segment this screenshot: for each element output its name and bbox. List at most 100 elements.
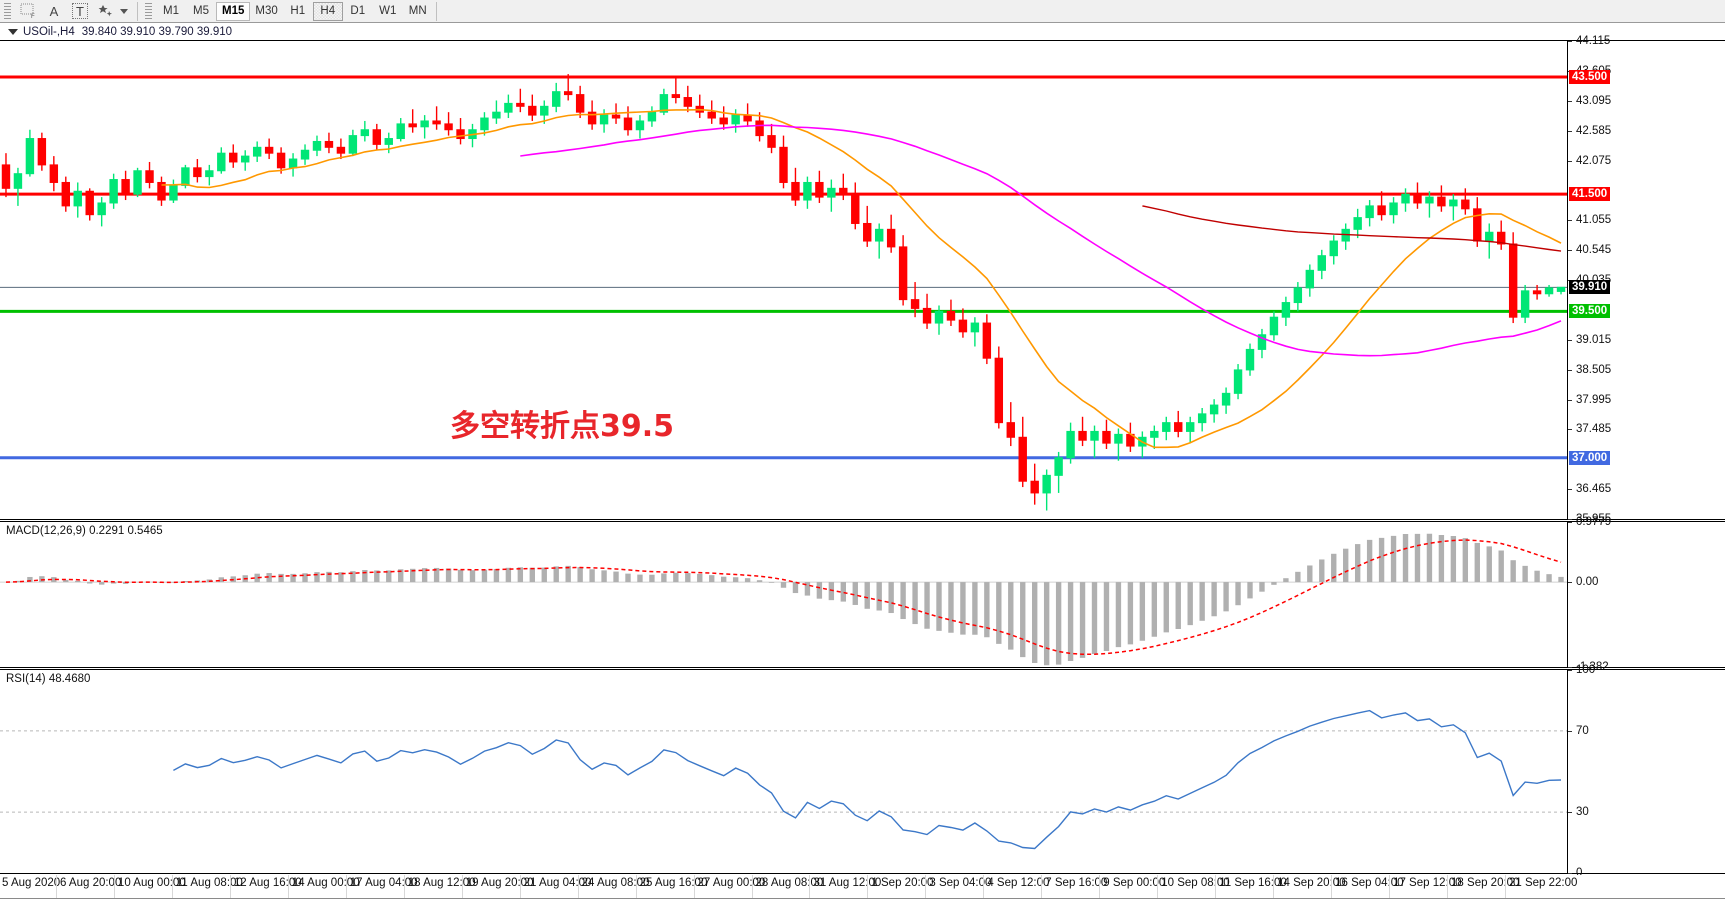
toolbar-grip[interactable] <box>4 2 11 20</box>
timeframe-grip[interactable] <box>145 2 152 20</box>
crosshair-icon[interactable]: F <box>15 1 41 22</box>
macd-plot-area[interactable] <box>0 522 1567 667</box>
time-gridline-marker <box>519 875 521 898</box>
time-tick: 21 Sep 22:00 <box>1509 877 1578 889</box>
time-tick: 21 Aug 04:00 <box>523 877 592 889</box>
price-tick: 44.115 <box>1568 35 1610 47</box>
rsi-plot-area[interactable] <box>0 670 1567 873</box>
text-label-icon[interactable]: A <box>49 3 59 19</box>
price-tick: 40.545 <box>1568 244 1611 256</box>
time-gridline-marker <box>461 875 463 898</box>
price-level-chip[interactable]: 39.910 <box>1569 280 1611 295</box>
time-tick: 10 Aug 00:00 <box>117 877 186 889</box>
time-tick: 31 Aug 12:00 <box>813 877 882 889</box>
price-tick: 43.095 <box>1568 95 1611 107</box>
macd-tick: 0.9779 <box>1568 516 1611 528</box>
rsi-axis[interactable]: 100 70 30 0 <box>1567 664 1725 879</box>
timeframe-mn[interactable]: MN <box>408 5 427 17</box>
time-gridline-marker <box>1331 875 1333 898</box>
time-gridline-marker <box>809 875 811 898</box>
rsi-series <box>0 709 1567 850</box>
price-level-chip[interactable]: 43.500 <box>1569 70 1611 85</box>
price-chart-pane[interactable]: 多空转折点39.5 44.11543.60543.09542.58542.075… <box>0 35 1725 525</box>
timeframe-d1[interactable]: D1 <box>350 5 366 17</box>
time-gridline-marker <box>1505 875 1506 898</box>
time-tick: 27 Aug 00:00 <box>697 877 766 889</box>
time-tick: 7 Sep 16:00 <box>1045 877 1108 889</box>
time-gridline-marker <box>1041 875 1043 898</box>
timeframe-m30[interactable]: M30 <box>255 5 278 17</box>
time-tick: 18 Sep 20:00 <box>1451 877 1520 889</box>
time-tick: 4 Sep 12:00 <box>987 877 1050 889</box>
price-tick: 42.585 <box>1568 125 1611 137</box>
symbol-label: USOil-,H4 <box>23 25 75 38</box>
time-tick: 9 Sep 00:00 <box>1103 877 1166 889</box>
macd-tick: 0.00 <box>1568 576 1598 588</box>
rsi-pane[interactable]: RSI(14) 48.4680 100 70 30 0 <box>0 664 1725 879</box>
price-tick: 36.465 <box>1568 483 1611 495</box>
symbol-bar: USOil-,H4 39.840 39.910 39.790 39.910 <box>0 23 1725 41</box>
time-gridline-marker <box>1099 875 1101 898</box>
time-axis[interactable]: 5 Aug 2020 6 Aug 20:00 10 Aug 00:00 11 Aug … <box>0 875 1725 899</box>
price-plot-area[interactable]: 多空转折点39.5 <box>0 41 1567 519</box>
time-gridline-marker <box>1389 875 1391 898</box>
objects-dropdown-caret[interactable] <box>120 8 128 14</box>
svg-text:F: F <box>31 14 35 19</box>
timeframe-m1[interactable]: M1 <box>163 5 179 17</box>
price-level-chip[interactable]: 39.500 <box>1569 304 1611 319</box>
time-tick: 16 Sep 04:00 <box>1335 877 1404 889</box>
time-gridline-marker <box>1273 875 1275 898</box>
timeframe-h1[interactable]: H1 <box>290 5 306 17</box>
time-gridline-marker <box>751 875 753 898</box>
price-tick: 38.505 <box>1568 364 1611 376</box>
time-gridline-marker <box>55 875 57 898</box>
time-gridline-marker <box>867 875 869 898</box>
timeframe-w1[interactable]: W1 <box>379 5 397 17</box>
time-tick: 17 Aug 04:00 <box>349 877 418 889</box>
time-tick: 3 Sep 04:00 <box>929 877 992 889</box>
rsi-title: RSI(14) 48.4680 <box>6 673 91 685</box>
time-tick: 11 Aug 08:00 <box>175 877 243 889</box>
time-tick: 5 Aug 2020 <box>2 877 61 889</box>
macd-pane[interactable]: MACD(12,26,9) 0.2291 0.5465 0.9779 0.00 -1… <box>0 516 1725 673</box>
chart-annotation: 多空转折点39.5 <box>450 409 675 444</box>
timeframe-m15[interactable]: M15 <box>216 1 251 21</box>
price-tick: 37.485 <box>1568 423 1611 435</box>
time-gridline-marker <box>693 875 695 898</box>
price-level-chip[interactable]: 41.500 <box>1569 187 1611 202</box>
price-level-chip[interactable]: 37.000 <box>1569 450 1611 465</box>
time-tick: 19 Aug 20:00 <box>465 877 534 889</box>
time-tick: 17 Sep 12:00 <box>1393 877 1462 889</box>
time-tick: 1 Sep 20:00 <box>871 877 934 889</box>
rsi-tick: 0 <box>1568 867 1582 879</box>
timeframe-group: M1 M5 M15 M30 H1 H4 D1 W1 MN <box>156 1 433 21</box>
toolbar-separator <box>137 1 138 21</box>
price-tick: 39.015 <box>1568 334 1611 346</box>
rsi-tick: 100 <box>1568 664 1595 676</box>
time-tick: 25 Aug 16:00 <box>639 877 708 889</box>
time-gridline-marker <box>229 875 231 898</box>
time-gridline-marker <box>1215 875 1217 898</box>
candlestick-series <box>0 74 1567 511</box>
price-tick: 42.075 <box>1568 155 1611 167</box>
time-tick: 14 Aug 00:00 <box>291 877 360 889</box>
time-tick: 10 Sep 08:00 <box>1161 877 1230 889</box>
time-tick: 12 Aug 16:00 <box>233 877 302 889</box>
time-tick: 24 Aug 08:00 <box>581 877 650 889</box>
price-tick: 41.055 <box>1568 214 1611 226</box>
objects-icon[interactable] <box>93 1 119 22</box>
rsi-tick: 70 <box>1568 725 1589 737</box>
collapse-triangle-icon[interactable] <box>8 28 18 35</box>
time-gridline-marker <box>345 875 347 898</box>
price-axis[interactable]: 44.11543.60543.09542.58542.07541.05540.5… <box>1567 35 1725 525</box>
time-gridline-marker <box>1447 875 1449 898</box>
timeframe-m5[interactable]: M5 <box>193 5 209 17</box>
macd-series <box>0 533 1567 666</box>
time-gridline-marker <box>983 875 985 898</box>
macd-axis[interactable]: 0.9779 0.00 -1.382 <box>1567 516 1725 673</box>
time-gridline-marker <box>403 875 405 898</box>
time-tick: 6 Aug 20:00 <box>59 877 122 889</box>
timeframe-h4[interactable]: H4 <box>312 1 343 21</box>
time-gridline-marker <box>1157 875 1159 898</box>
text-box-icon[interactable]: T <box>67 1 93 22</box>
